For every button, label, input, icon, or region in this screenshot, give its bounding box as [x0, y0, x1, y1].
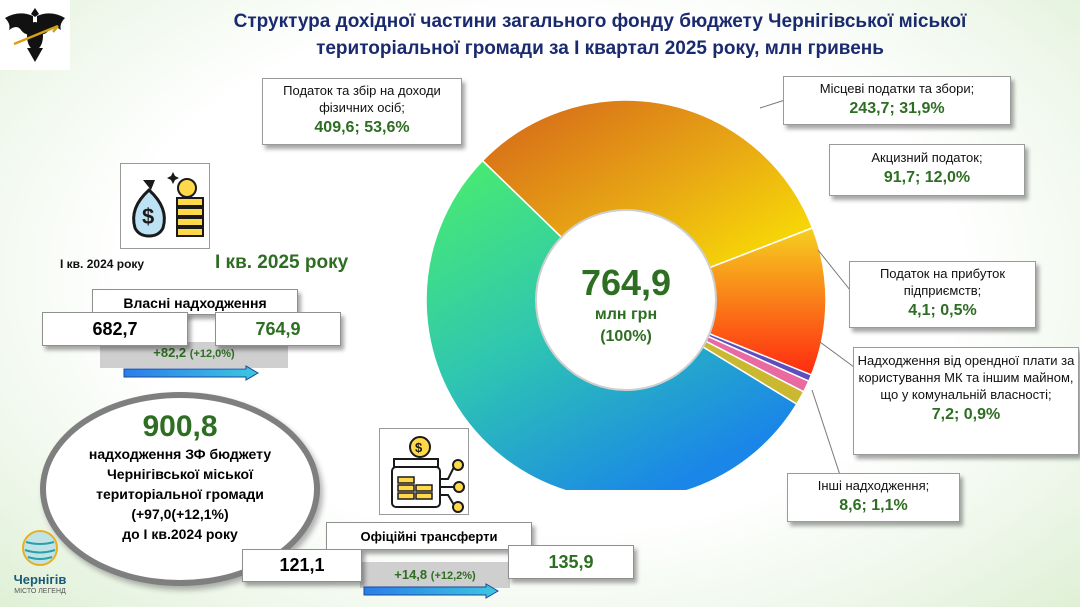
- own-revenue-label: Власні надходження: [92, 289, 298, 315]
- own-revenue-curr: 764,9: [215, 312, 341, 346]
- transfers-diff: +14,8 (+12,2%): [360, 562, 510, 588]
- chernihiv-logo: Чернігів МІСТО ЛЕГЕНД: [8, 528, 72, 600]
- slice-label-profit-tax: Податок на прибуток підприємств; 4,1; 0,…: [849, 261, 1036, 328]
- growth-arrow-icon: [123, 365, 259, 381]
- slice-excise: [623, 226, 827, 376]
- money-bag-icon: $: [120, 163, 210, 249]
- slice-local-taxes: [481, 99, 814, 301]
- center-total: 764,9 млн грн (100%): [580, 262, 672, 345]
- slice-label-pdfo: Податок та збір на доходи фізичних осіб;…: [262, 78, 462, 145]
- year-curr-label: І кв. 2025 року: [215, 252, 349, 273]
- total-revenue-oval: 900,8 надходження ЗФ бюджету Чернігівськ…: [40, 392, 320, 586]
- coat-of-arms-logo: [0, 0, 70, 70]
- donut-chart: [425, 99, 827, 490]
- year-prev-label: І кв. 2024 року: [60, 257, 145, 271]
- slice-label-other: Інші надходження; 8,6; 1,1%: [787, 473, 960, 522]
- coins-jar-icon: $: [379, 428, 469, 515]
- svg-text:$: $: [415, 440, 423, 455]
- transfers-curr: 135,9: [508, 545, 634, 579]
- slice-label-rent: Надходження від орендної плати за корист…: [853, 347, 1079, 455]
- own-revenue-prev: 682,7: [42, 312, 188, 346]
- transfers-prev: 121,1: [242, 549, 362, 582]
- page-title: Структура дохідної частини загального фо…: [233, 11, 967, 59]
- globe-icon: [22, 530, 58, 566]
- transfers-label: Офіційні трансферти: [326, 522, 532, 550]
- svg-text:$: $: [142, 204, 154, 229]
- growth-arrow-icon: [363, 583, 499, 599]
- slice-label-excise: Акцизний податок; 91,7; 12,0%: [829, 144, 1025, 196]
- slice-label-local-taxes: Місцеві податки та збори; 243,7; 31,9%: [783, 76, 1011, 125]
- own-revenue-diff: +82,2 (+12,0%): [100, 342, 288, 368]
